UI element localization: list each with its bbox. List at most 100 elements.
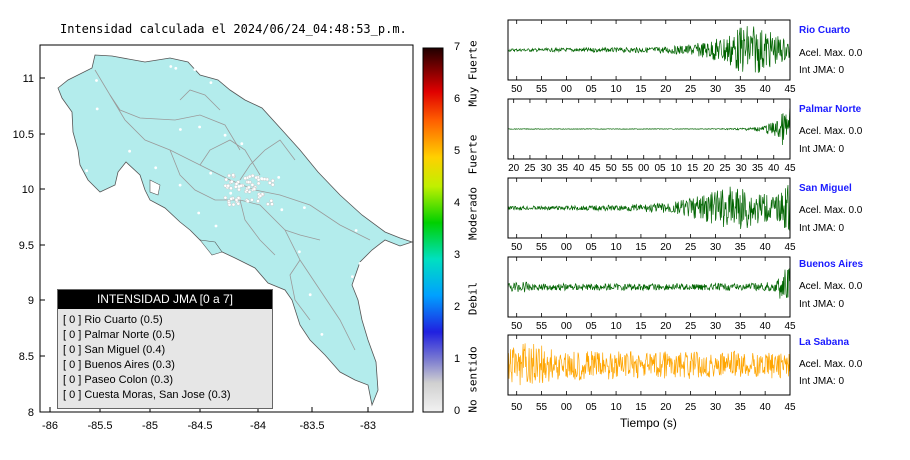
station-marker xyxy=(247,174,252,179)
waveform-tick-label: 10 xyxy=(611,321,623,332)
waveform-tick-label: 30 xyxy=(710,242,722,253)
station-marker xyxy=(354,229,358,232)
waveform-tick-label: 00 xyxy=(561,402,573,413)
waveform-tick-label: 50 xyxy=(511,402,523,413)
waveform-tick-label: 35 xyxy=(735,402,747,413)
station-marker xyxy=(209,171,213,175)
waveform-tick-label: 30 xyxy=(710,402,722,413)
waveform-tick-label: 15 xyxy=(635,84,647,95)
waveform-tick-label: 20 xyxy=(703,163,715,174)
gulf-water xyxy=(149,179,161,196)
waveform-tick-label: 55 xyxy=(536,84,548,95)
waveform-panel: 20 25 30 35 40 45 50 55 00 05 10 15 20 25 30 35 40 45 xyxy=(507,98,796,174)
station-accel: Acel. Max. 0.0 xyxy=(799,126,863,137)
station-marker xyxy=(79,175,83,179)
waveform-frame xyxy=(507,177,791,239)
station-marker xyxy=(224,177,228,182)
waveform-tick-label: 35 xyxy=(735,242,747,253)
x-tick-label: -84.5 xyxy=(187,420,212,432)
road xyxy=(239,139,296,181)
colorbar-tick: 1 xyxy=(454,353,461,365)
station-marker xyxy=(237,187,241,192)
station-accel: Acel. Max. 0.0 xyxy=(799,205,863,216)
station-marker xyxy=(240,142,244,146)
road-network xyxy=(94,69,371,351)
waveform-tick-label: 40 xyxy=(760,84,772,95)
station-marker xyxy=(351,275,354,278)
map-title: Intensidad calculada el 2024/06/24_04:48… xyxy=(60,22,407,36)
station-marker xyxy=(223,195,228,200)
station-marker xyxy=(303,206,306,210)
station-marker xyxy=(197,211,201,215)
station-marker xyxy=(85,169,88,173)
waveform-tick-label: 10 xyxy=(611,84,623,95)
station-marker xyxy=(277,176,281,179)
waveform-tick-label: 15 xyxy=(687,163,699,174)
station-marker xyxy=(250,198,254,202)
colorbar-tick: 6 xyxy=(454,93,461,105)
waveform-trace xyxy=(507,343,791,386)
station-marker xyxy=(285,109,288,112)
x-tick-label: -85 xyxy=(142,420,158,432)
x-tick-label: -83 xyxy=(360,420,376,432)
waveform-tick-label: 25 xyxy=(685,321,697,332)
waveform-frame xyxy=(507,256,791,318)
waveform-frame xyxy=(507,19,791,81)
waveform-tick-label: 05 xyxy=(586,84,598,95)
station-marker xyxy=(88,281,91,284)
station-marker xyxy=(95,107,99,111)
waveform-tick-label: 25 xyxy=(524,163,536,174)
station-name: Buenos Aires xyxy=(799,259,864,270)
waveform-panel: 50 55 00 05 10 15 20 25 30 35 40 45 xyxy=(507,256,796,332)
waveform-tick-label: 20 xyxy=(660,242,672,253)
waveform-tick-label: 35 xyxy=(735,84,747,95)
station-marker xyxy=(358,262,362,265)
station-marker xyxy=(352,183,355,187)
country-outline xyxy=(57,54,414,407)
waveform-tick-label: 55 xyxy=(536,242,548,253)
colorbar-tick: 5 xyxy=(454,145,461,157)
waveform-tick-label: 00 xyxy=(561,242,573,253)
waveform-tick-label: 15 xyxy=(635,321,647,332)
station-marker xyxy=(214,224,218,228)
station-marker xyxy=(279,104,283,108)
station-marker xyxy=(258,194,263,198)
station-marker xyxy=(256,177,261,182)
waveform-tick-label: 40 xyxy=(760,242,772,253)
road xyxy=(169,149,356,351)
waveform-tick-label: 55 xyxy=(536,402,548,413)
intensity-colorbar xyxy=(422,47,444,413)
station-marker xyxy=(227,173,231,178)
waveform-tick-label: 35 xyxy=(752,163,764,174)
legend-item: [ 0 ] Buenos Aires (0.3) xyxy=(63,359,175,371)
station-marker xyxy=(209,81,213,84)
colorbar-gradient xyxy=(422,47,444,413)
waveform-tick-label: 50 xyxy=(511,84,523,95)
colorbar-tick: 4 xyxy=(454,197,461,209)
y-tick-label: 9.5 xyxy=(19,240,34,252)
waveform-tick-label: 45 xyxy=(589,163,601,174)
waveform-frame xyxy=(507,98,791,160)
station-jma: Int JMA: 0 xyxy=(799,299,845,310)
road xyxy=(239,199,276,256)
station-marker xyxy=(234,182,239,186)
station-marker xyxy=(229,196,234,201)
map-y-axis: 11 10.5 10 9.5 9 8.5 8 xyxy=(13,73,45,419)
waveform-tick-label: 05 xyxy=(654,163,666,174)
road xyxy=(289,259,311,321)
station-marker xyxy=(169,65,173,68)
waveform-tick-label: 05 xyxy=(586,402,598,413)
station-marker xyxy=(223,133,227,137)
waveform-tick-label: 30 xyxy=(710,321,722,332)
station-marker xyxy=(231,202,236,207)
costa-rica-land xyxy=(57,54,414,407)
y-tick-label: 8.5 xyxy=(19,351,34,363)
waveform-tick-label: 20 xyxy=(660,84,672,95)
road xyxy=(179,89,221,111)
waveform-tick-label: 05 xyxy=(586,242,598,253)
x-tick-label: -84 xyxy=(250,420,266,432)
station-marker xyxy=(246,180,251,184)
waveform-trace xyxy=(507,181,791,231)
waveform-tick-label: 50 xyxy=(606,163,618,174)
station-marker xyxy=(174,66,178,70)
